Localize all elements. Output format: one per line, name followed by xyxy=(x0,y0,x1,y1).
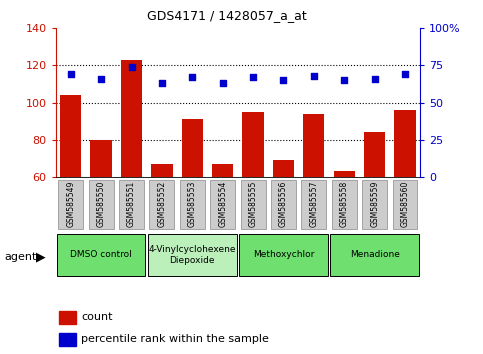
Bar xyxy=(59,311,76,324)
Text: GDS4171 / 1428057_a_at: GDS4171 / 1428057_a_at xyxy=(147,9,307,22)
Point xyxy=(188,75,196,80)
FancyBboxPatch shape xyxy=(330,234,419,276)
Bar xyxy=(90,140,112,177)
Point xyxy=(219,80,227,86)
Point xyxy=(158,80,166,86)
FancyBboxPatch shape xyxy=(239,234,328,276)
Point xyxy=(371,76,379,82)
Bar xyxy=(212,164,233,177)
Text: ▶: ▶ xyxy=(36,250,46,263)
Point xyxy=(67,72,74,77)
Text: agent: agent xyxy=(5,252,37,262)
Text: 4-Vinylcyclohexene
Diepoxide: 4-Vinylcyclohexene Diepoxide xyxy=(149,245,236,265)
FancyBboxPatch shape xyxy=(332,180,357,229)
Bar xyxy=(121,60,142,177)
Point xyxy=(310,73,318,79)
Bar xyxy=(334,171,355,177)
Text: GSM585556: GSM585556 xyxy=(279,180,288,227)
Bar xyxy=(273,160,294,177)
Bar xyxy=(60,95,81,177)
Bar xyxy=(364,132,385,177)
FancyBboxPatch shape xyxy=(241,180,266,229)
Text: count: count xyxy=(81,312,113,322)
Text: GSM585558: GSM585558 xyxy=(340,180,349,227)
Text: percentile rank within the sample: percentile rank within the sample xyxy=(81,335,269,344)
Text: DMSO control: DMSO control xyxy=(70,250,132,259)
Text: GSM585553: GSM585553 xyxy=(188,180,197,227)
FancyBboxPatch shape xyxy=(301,180,327,229)
Bar xyxy=(242,112,264,177)
Text: GSM585560: GSM585560 xyxy=(400,180,410,227)
FancyBboxPatch shape xyxy=(271,180,296,229)
Point xyxy=(401,72,409,77)
Point xyxy=(97,76,105,82)
Text: GSM585549: GSM585549 xyxy=(66,180,75,227)
FancyBboxPatch shape xyxy=(148,234,237,276)
Text: GSM585552: GSM585552 xyxy=(157,180,167,227)
Text: GSM585557: GSM585557 xyxy=(309,180,318,227)
Point xyxy=(249,75,257,80)
FancyBboxPatch shape xyxy=(89,180,114,229)
FancyBboxPatch shape xyxy=(393,180,417,229)
FancyBboxPatch shape xyxy=(58,180,83,229)
FancyBboxPatch shape xyxy=(210,180,235,229)
FancyBboxPatch shape xyxy=(149,180,174,229)
FancyBboxPatch shape xyxy=(362,180,387,229)
Bar xyxy=(151,164,172,177)
Text: GSM585550: GSM585550 xyxy=(97,180,106,227)
Text: GSM585554: GSM585554 xyxy=(218,180,227,227)
Text: GSM585555: GSM585555 xyxy=(249,180,257,227)
Point xyxy=(280,78,287,83)
Text: Menadione: Menadione xyxy=(350,250,399,259)
Text: GSM585559: GSM585559 xyxy=(370,180,379,227)
FancyBboxPatch shape xyxy=(57,234,145,276)
Text: GSM585551: GSM585551 xyxy=(127,180,136,227)
Bar xyxy=(303,114,325,177)
Bar xyxy=(395,110,416,177)
Bar xyxy=(59,333,76,346)
Bar xyxy=(182,119,203,177)
FancyBboxPatch shape xyxy=(180,180,205,229)
FancyBboxPatch shape xyxy=(119,180,144,229)
Point xyxy=(128,64,135,70)
Text: Methoxychlor: Methoxychlor xyxy=(253,250,314,259)
Point xyxy=(341,78,348,83)
